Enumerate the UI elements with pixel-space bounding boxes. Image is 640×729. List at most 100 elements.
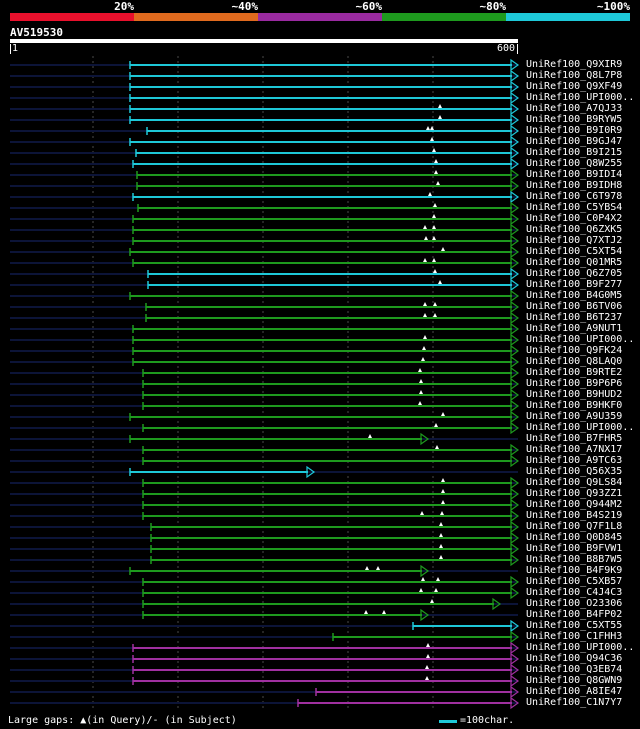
hit-label[interactable]: UniRef100_B9HUD2 — [526, 389, 623, 400]
hit-label[interactable]: UniRef100_B9P6P6 — [526, 378, 623, 389]
hit-label[interactable]: UniRef100_B9RTE2 — [526, 367, 623, 378]
hit-label[interactable]: UniRef100_A7QJ33 — [526, 103, 623, 114]
query-gap-marker — [439, 522, 443, 526]
hit-label[interactable]: UniRef100_B9RYW5 — [526, 114, 623, 125]
hit-label[interactable]: UniRef100_B4G0M5 — [526, 290, 623, 301]
hit-arrowhead — [510, 531, 520, 545]
hit-label[interactable]: UniRef100_C0P4X2 — [526, 213, 623, 224]
hit-arrowhead — [510, 168, 520, 182]
hit-arrowhead — [510, 113, 520, 127]
hit-label[interactable]: UniRef100_Q7F1L8 — [526, 521, 623, 532]
hit-label[interactable]: UniRef100_Q9FK24 — [526, 345, 623, 356]
hit-label[interactable]: UniRef100_Q8L7P8 — [526, 70, 623, 81]
hit-label[interactable]: UniRef100_B9I0R9 — [526, 125, 623, 136]
hit-label[interactable]: UniRef100_O23306 — [526, 598, 623, 609]
hit-label[interactable]: UniRef100_C1N7Y7 — [526, 697, 623, 708]
query-gap-marker — [421, 357, 425, 361]
query-gap-marker — [433, 269, 437, 273]
hit-arrowhead — [510, 377, 520, 391]
hit-track — [10, 520, 520, 534]
hit-label[interactable]: UniRef100_B9F277 — [526, 279, 623, 290]
hit-label[interactable]: UniRef100_B9GJ47 — [526, 136, 623, 147]
hit-track — [10, 366, 520, 380]
hit-arrowhead — [510, 498, 520, 512]
hit-label[interactable]: UniRef100_Q93ZZ1 — [526, 488, 623, 499]
hit-label[interactable]: UniRef100_Q944M2 — [526, 499, 623, 510]
hit-label[interactable]: UniRef100_Q8LAQ0 — [526, 356, 623, 367]
scale-swatch — [439, 720, 457, 723]
hit-label[interactable]: UniRef100_B6TV06 — [526, 301, 623, 312]
hit-label[interactable]: UniRef100_B9I215 — [526, 147, 623, 158]
hit-label[interactable]: UniRef100_UPI000.. — [526, 334, 635, 345]
hit-label[interactable]: UniRef100_UPI000.. — [526, 92, 635, 103]
hit-arrowhead — [510, 575, 520, 589]
hit-label[interactable]: UniRef100_B9IDH8 — [526, 180, 623, 191]
hit-track — [10, 234, 520, 248]
hit-label[interactable]: UniRef100_UPI000.. — [526, 642, 635, 653]
hit-label[interactable]: UniRef100_UPI000.. — [526, 422, 635, 433]
hit-track — [10, 509, 520, 523]
hit-label[interactable]: UniRef100_Q6Z705 — [526, 268, 623, 279]
hit-track — [10, 113, 520, 127]
hit-label[interactable]: UniRef100_B9HKF0 — [526, 400, 623, 411]
hit-label[interactable]: UniRef100_B8B7W5 — [526, 554, 623, 565]
hit-label[interactable]: UniRef100_Q56X35 — [526, 466, 623, 477]
hit-label[interactable]: UniRef100_Q94C36 — [526, 653, 623, 664]
hit-arrowhead — [510, 388, 520, 402]
hit-label[interactable]: UniRef100_A8IE47 — [526, 686, 623, 697]
query-gap-marker — [432, 225, 436, 229]
hit-label[interactable]: UniRef100_Q8GWN9 — [526, 675, 623, 686]
hit-label[interactable]: UniRef100_C6T978 — [526, 191, 623, 202]
hit-arrowhead — [510, 69, 520, 83]
hit-track — [10, 355, 520, 369]
hit-label[interactable]: UniRef100_C5XT54 — [526, 246, 623, 257]
hit-arrowhead — [510, 476, 520, 490]
query-gap-marker — [441, 489, 445, 493]
hit-label[interactable]: UniRef100_Q0D845 — [526, 532, 623, 543]
hit-label[interactable]: UniRef100_B9FVW1 — [526, 543, 623, 554]
hit-label[interactable]: UniRef100_C1FHH3 — [526, 631, 623, 642]
hit-label[interactable]: UniRef100_Q3EB74 — [526, 664, 623, 675]
identity-label: ~80% — [479, 0, 507, 13]
hit-label[interactable]: UniRef100_Q9XIR9 — [526, 59, 623, 70]
hit-label[interactable]: UniRef100_C4J4C3 — [526, 587, 623, 598]
hit-label[interactable]: UniRef100_B4S219 — [526, 510, 623, 521]
query-gap-marker — [382, 610, 386, 614]
hit-label[interactable]: UniRef100_C5XT55 — [526, 620, 623, 631]
hit-track — [10, 487, 520, 501]
hit-label[interactable]: UniRef100_B7FHR5 — [526, 433, 623, 444]
hit-label[interactable]: UniRef100_B6T237 — [526, 312, 623, 323]
query-gap-marker — [422, 346, 426, 350]
hit-label[interactable]: UniRef100_B9IDI4 — [526, 169, 623, 180]
hit-label[interactable]: UniRef100_Q8W255 — [526, 158, 623, 169]
hit-arrowhead — [510, 630, 520, 644]
hit-arrowhead — [510, 80, 520, 94]
hit-track — [10, 498, 520, 512]
hit-label[interactable]: UniRef100_A9TC63 — [526, 455, 623, 466]
hit-label[interactable]: UniRef100_Q9LS84 — [526, 477, 623, 488]
hit-label[interactable]: UniRef100_C5YBS4 — [526, 202, 623, 213]
hit-arrowhead — [510, 179, 520, 193]
hit-track — [10, 377, 520, 391]
hit-label[interactable]: UniRef100_Q6ZXK5 — [526, 224, 623, 235]
hit-track — [10, 663, 520, 677]
hit-track — [10, 410, 520, 424]
query-gap-marker — [435, 445, 439, 449]
hit-label[interactable]: UniRef100_Q01MR5 — [526, 257, 623, 268]
hit-label[interactable]: UniRef100_A9U359 — [526, 411, 623, 422]
hit-arrowhead — [510, 443, 520, 457]
hit-label[interactable]: UniRef100_C5XB57 — [526, 576, 623, 587]
hit-label[interactable]: UniRef100_A7NX17 — [526, 444, 623, 455]
query-gap-marker — [419, 390, 423, 394]
hit-label[interactable]: UniRef100_A9NUT1 — [526, 323, 623, 334]
hit-track — [10, 212, 520, 226]
hit-track — [10, 245, 520, 259]
query-gap-marker — [424, 236, 428, 240]
hit-label[interactable]: UniRef100_B4F9K9 — [526, 565, 623, 576]
hit-label[interactable]: UniRef100_Q7XTJ2 — [526, 235, 623, 246]
hit-track — [10, 58, 520, 72]
hit-label[interactable]: UniRef100_B4FP02 — [526, 609, 623, 620]
hit-arrowhead — [510, 454, 520, 468]
hit-label[interactable]: UniRef100_Q9XF49 — [526, 81, 623, 92]
